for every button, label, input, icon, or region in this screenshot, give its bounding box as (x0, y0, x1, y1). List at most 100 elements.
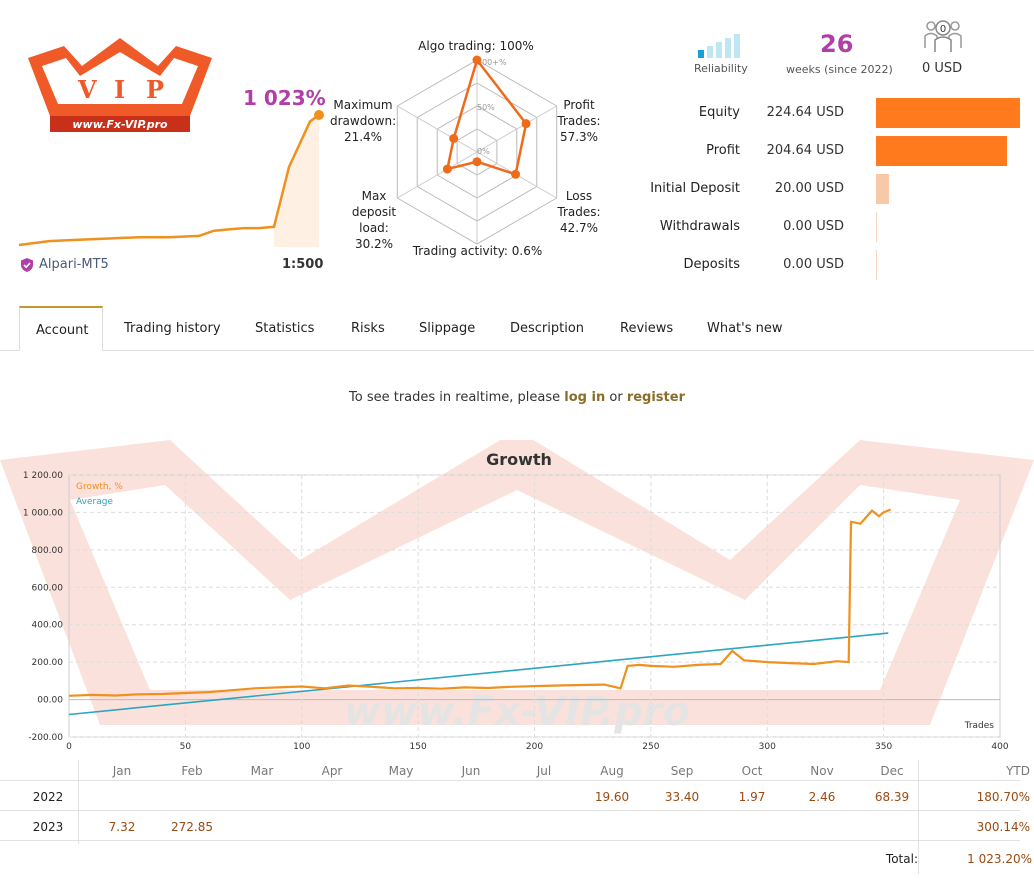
mini-chart-endpoint (314, 110, 324, 120)
table-col-divider (918, 760, 919, 874)
growth-percent: 1 023% (243, 86, 326, 110)
stat-value-withdrawals: 0.00 USD (783, 219, 844, 234)
chart-title: Growth (486, 450, 552, 469)
register-link[interactable]: register (626, 390, 685, 405)
stat-value-deposits: 0.00 USD (783, 257, 844, 272)
radar-points (442, 55, 531, 179)
radar-spoke (397, 151, 478, 199)
stat-label-equity: Equity (698, 105, 740, 120)
tab-statistics[interactable]: Statistics (255, 321, 315, 336)
year-label: 2023 (32, 820, 64, 834)
tab-bar: Account Trading history Statistics Risks… (0, 306, 1034, 351)
radar-label-drawdown: Maximum drawdown: 21.4% (330, 98, 397, 144)
radar-spoke (397, 105, 478, 153)
verified-shield-icon (21, 257, 33, 272)
month-header: Jul (536, 764, 552, 778)
x-tick-labels: 0 50 100 150 200 250 300 350 400 (66, 742, 1009, 752)
month-header: Mar (250, 764, 274, 778)
month-header: Apr (321, 764, 343, 778)
year-label: 2022 (32, 790, 64, 804)
y-tick-label: 1 000.00 (23, 508, 63, 518)
ytd-return: 300.14% (976, 820, 1030, 834)
x-tick-label: 400 (991, 742, 1008, 752)
radar-point (511, 169, 521, 179)
realtime-or: or (609, 390, 623, 405)
tab-description[interactable]: Description (510, 321, 585, 336)
weeks-count: 26 (820, 30, 854, 58)
y-tick-label: -200.00 (28, 733, 63, 743)
month-header: Nov (810, 764, 834, 778)
reliability-label: Reliability (694, 62, 748, 75)
stat-label-profit: Profit (706, 143, 740, 158)
month-header: May (388, 764, 414, 778)
tab-trading-history[interactable]: Trading history (124, 321, 221, 336)
y-tick-labels: -200.00 00.00 200.00 400.00 600.00 800.00 1 00… (23, 471, 63, 743)
watermark-text: www.Fx-VIP.pro (344, 689, 690, 735)
stat-bar-equity (876, 98, 1020, 128)
broker-link[interactable]: Alpari-MT5 (20, 257, 109, 272)
logo-letter-i: I (114, 75, 125, 104)
month-return: 33.40 (664, 790, 700, 804)
series-average-line (68, 632, 889, 716)
radar-label-deposit-load: Max deposit load: 30.2% (351, 189, 397, 251)
table-row-divider (0, 840, 1020, 841)
y-tick-label: 00.00 (37, 696, 63, 706)
logo-letter-v: V (77, 75, 97, 104)
leverage: 1:500 (282, 257, 324, 272)
tab-account[interactable]: Account (19, 306, 103, 351)
month-header: Oct (741, 764, 763, 778)
tab-slippage[interactable]: Slippage (419, 321, 476, 336)
realtime-text: To see trades in realtime, please (349, 390, 561, 405)
month-return: 272.85 (171, 820, 213, 834)
radar-point (449, 134, 459, 144)
radar-scale-0: 0% (477, 147, 490, 156)
radar-spoke (476, 105, 557, 153)
fx-vip-logo: V I P www.Fx-VIP.pro (28, 38, 212, 132)
total-label: Total: (885, 852, 918, 866)
mini-chart-line (18, 113, 320, 247)
mini-growth-chart (18, 110, 324, 247)
legend-average: Average (76, 497, 113, 507)
logo-text: www.Fx-VIP.pro (72, 118, 168, 131)
radar-scale-50: 50% (477, 103, 495, 112)
x-tick-label: 100 (293, 742, 310, 752)
radar-label-profit: Profit Trades: 57.3% (557, 98, 601, 144)
month-return: 1.97 (738, 790, 766, 804)
radar-label-activity: Trading activity: 0.6% (412, 244, 543, 258)
month-return: 2.46 (808, 790, 836, 804)
legend-growth: Growth, % (76, 482, 123, 492)
radar-point (521, 119, 531, 129)
month-return: 19.60 (594, 790, 630, 804)
radar-point (442, 164, 452, 174)
series-growth-line (68, 508, 892, 697)
subscribers-funds: 0 USD (922, 61, 963, 76)
weeks-label: weeks (since 2022) (786, 63, 893, 76)
subscribers-count: 0 (940, 24, 946, 35)
x-tick-label: 200 (526, 742, 543, 752)
ytd-header: YTD (1006, 764, 1030, 778)
radar-point (472, 157, 482, 167)
y-tick-label: 800.00 (32, 546, 64, 556)
radar-label-algo: Algo trading: 100% (418, 39, 534, 53)
tab-whats-new[interactable]: What's new (707, 321, 783, 336)
radar-chart: 100+% 50% 0% (396, 55, 558, 245)
radar-scale-100: 100+% (477, 58, 507, 67)
x-tick-label: 50 (180, 742, 192, 752)
month-header: Feb (181, 764, 203, 778)
x-tick-label: 300 (759, 742, 776, 752)
table-col-divider (78, 760, 79, 844)
x-tick-label: 150 (410, 742, 427, 752)
y-tick-label: 200.00 (32, 658, 64, 668)
tab-reviews[interactable]: Reviews (620, 321, 674, 336)
mini-chart-area (274, 115, 319, 247)
total-return: 1 023.20% (967, 852, 1032, 866)
y-tick-label: 400.00 (32, 621, 64, 631)
tab-risks[interactable]: Risks (351, 321, 385, 336)
stat-bar-withdrawals (876, 212, 877, 242)
month-header: Aug (600, 764, 624, 778)
login-link[interactable]: log in (564, 390, 606, 405)
growth-chart: www.Fx-VIP.pro Growth -200.00 00.00 200.00… (0, 440, 1034, 752)
radar-label-loss: Loss Trades: 42.7% (557, 189, 601, 235)
table-row-divider (0, 810, 1020, 811)
ytd-return: 180.70% (976, 790, 1030, 804)
